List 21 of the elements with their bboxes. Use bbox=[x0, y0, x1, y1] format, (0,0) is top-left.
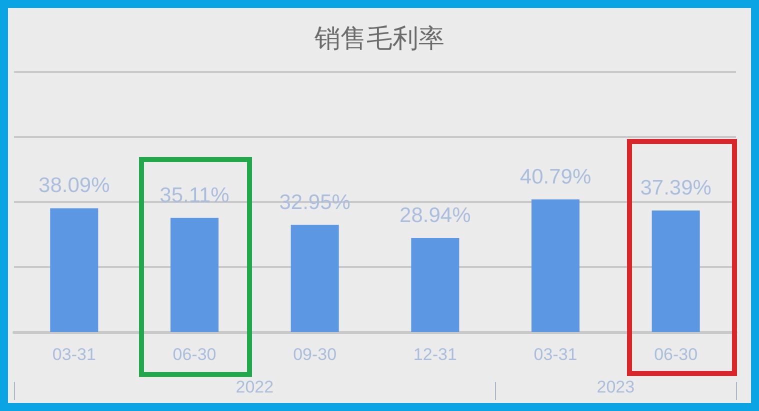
x-tick-label: 06-30 bbox=[172, 345, 216, 364]
data-label: 40.79% bbox=[520, 165, 592, 188]
data-label: 38.09% bbox=[38, 174, 110, 198]
x-tick-label: 03-31 bbox=[534, 345, 578, 364]
bar bbox=[411, 238, 460, 332]
data-label: 37.39% bbox=[640, 176, 712, 200]
data-label: 28.94% bbox=[400, 204, 471, 227]
x-tick-label: 09-30 bbox=[293, 345, 337, 364]
bar bbox=[290, 224, 339, 332]
chart-title: 销售毛利率 bbox=[314, 23, 444, 53]
bar bbox=[532, 199, 580, 332]
bar bbox=[652, 210, 700, 332]
data-label: 35.11% bbox=[160, 184, 230, 207]
data-label: 32.95% bbox=[279, 190, 350, 214]
x-tick-label: 06-30 bbox=[654, 345, 698, 364]
bar bbox=[170, 218, 218, 332]
text: 2023 bbox=[596, 378, 635, 396]
x-tick-label: 12-31 bbox=[413, 345, 457, 364]
bar bbox=[50, 208, 98, 332]
text: 2022 bbox=[236, 378, 274, 396]
x-tick-label: 03-31 bbox=[52, 345, 96, 364]
